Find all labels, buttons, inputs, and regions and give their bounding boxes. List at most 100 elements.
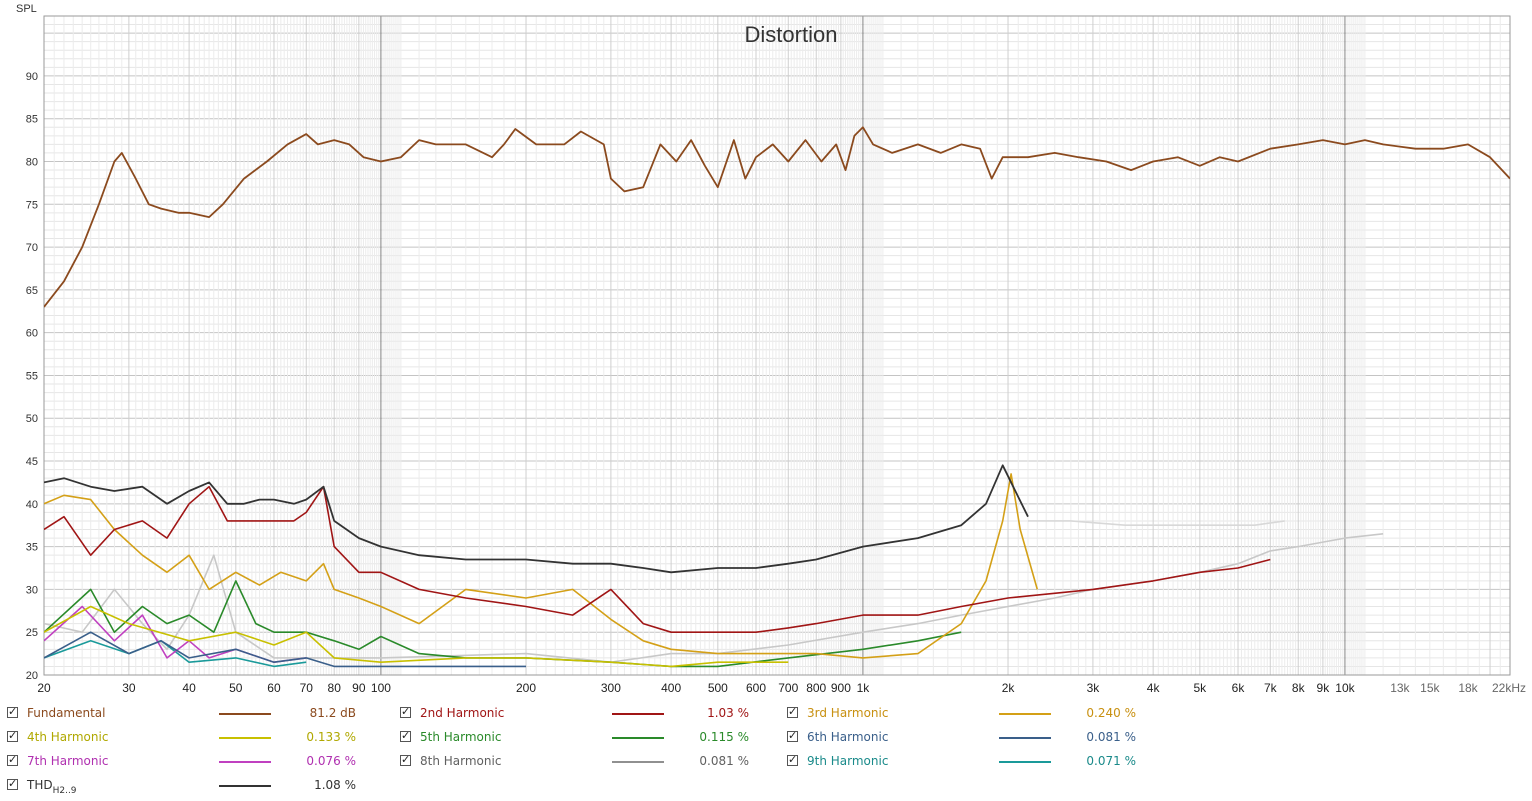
x-tick-label: 20 [37, 681, 51, 695]
x-tick-label: 1k [857, 681, 871, 695]
legend-swatch [219, 737, 271, 739]
legend-label: 3rd Harmonic [807, 706, 888, 720]
legend-value: 0.115 % [699, 730, 749, 744]
y-tick-label: 35 [26, 542, 38, 554]
legend-label: 7th Harmonic [27, 754, 108, 768]
x-tick-label: 700 [778, 681, 798, 695]
x-tick-label: 40 [182, 681, 196, 695]
y-tick-label: 60 [26, 328, 38, 340]
legend-checkbox[interactable] [400, 753, 411, 766]
legend-row: THDH2..9 1.08 % [0, 776, 1532, 796]
legend-swatch [612, 713, 664, 715]
legend-value: 1.03 % [707, 706, 749, 720]
legend-item: 6th Harmonic 0.081 % [780, 728, 1160, 748]
chart-legend: Fundamental 81.2 dB 2nd Harmonic 1.03 % 3rd … [0, 700, 1532, 801]
series-line-fundamental [44, 126, 1510, 308]
x-tick-label: 3k [1087, 681, 1101, 695]
legend-swatch [219, 785, 271, 787]
legend-item: 2nd Harmonic 1.03 % [393, 704, 773, 724]
legend-value: 0.071 % [1086, 754, 1136, 768]
series-line-extra [1028, 520, 1285, 526]
x-tick-label: 2k [1002, 681, 1016, 695]
legend-checkbox[interactable] [7, 705, 18, 718]
x-tick-label: 200 [516, 681, 536, 695]
legend-swatch [999, 713, 1051, 715]
legend-swatch [219, 761, 271, 763]
legend-checkbox[interactable] [787, 729, 798, 742]
x-tick-label: 18k [1458, 681, 1478, 695]
legend-swatch [612, 761, 664, 763]
legend-label-text: 7th Harmonic [27, 754, 109, 768]
series-line-thd-h2-9 [44, 464, 1029, 574]
legend-value: 0.081 % [1086, 730, 1136, 744]
legend-item: 4th Harmonic 0.133 % [0, 728, 380, 748]
legend-checkbox[interactable] [7, 777, 18, 790]
series-line-2nd-harmonic [44, 485, 1271, 633]
legend-label-text: 4th Harmonic [27, 730, 109, 744]
legend-label-text: 8th Harmonic [420, 754, 502, 768]
legend-checkbox[interactable] [400, 705, 411, 718]
x-tick-label: 400 [661, 681, 681, 695]
x-tick-label: 600 [746, 681, 766, 695]
legend-item: Fundamental 81.2 dB [0, 704, 380, 724]
series-line-5th-harmonic [44, 580, 962, 668]
legend-value: 81.2 dB [309, 706, 356, 720]
legend-swatch [612, 737, 664, 739]
x-tick-label: 5k [1194, 681, 1208, 695]
series-line-6th-harmonic [44, 631, 526, 668]
legend-label: THDH2..9 [27, 778, 77, 796]
x-tick-label: 70 [300, 681, 314, 695]
x-tick-label: 4k [1147, 681, 1161, 695]
legend-checkbox[interactable] [787, 753, 798, 766]
legend-label: Fundamental [27, 706, 106, 720]
legend-value: 1.08 % [314, 778, 356, 792]
x-tick-label: 7k [1264, 681, 1278, 695]
legend-swatch [999, 761, 1051, 763]
x-tick-label: 6k [1232, 681, 1246, 695]
legend-checkbox[interactable] [787, 705, 798, 718]
legend-item: 8th Harmonic 0.081 % [393, 752, 773, 772]
y-tick-label: 55 [26, 370, 38, 382]
y-tick-label: 25 [26, 627, 38, 639]
legend-value: 0.240 % [1086, 706, 1136, 720]
legend-checkbox[interactable] [7, 729, 18, 742]
legend-label: 8th Harmonic [420, 754, 501, 768]
y-tick-label: 50 [26, 413, 38, 425]
x-tick-label: 9k [1317, 681, 1331, 695]
legend-swatch [999, 737, 1051, 739]
legend-row: Fundamental 81.2 dB 2nd Harmonic 1.03 % 3rd … [0, 704, 1532, 724]
legend-value: 0.076 % [306, 754, 356, 768]
legend-value: 0.133 % [306, 730, 356, 744]
legend-label-text: 5th Harmonic [420, 730, 502, 744]
legend-row: 7th Harmonic 0.076 % 8th Harmonic 0.081 % 9t… [0, 752, 1532, 772]
series-line-4th-harmonic [44, 605, 789, 668]
x-tick-label: 30 [122, 681, 136, 695]
legend-label: 9th Harmonic [807, 754, 888, 768]
legend-item: THDH2..9 1.08 % [0, 776, 380, 796]
chart-title: Distortion [745, 22, 838, 47]
chart-svg: 20 25 30 35 40 45 50 55 60 65 70 75 80 85 90 SPL 20 30 40 5… [16, 3, 1526, 695]
legend-item: 3rd Harmonic 0.240 % [780, 704, 1160, 724]
x-tick-label: 15k [1420, 681, 1440, 695]
legend-label-subscript: H2..9 [52, 786, 77, 796]
plot-border [43, 15, 1511, 676]
series-line-3rd-harmonic [44, 473, 1039, 659]
legend-row: 4th Harmonic 0.133 % 5th Harmonic 0.115 % 6t… [0, 728, 1532, 748]
y-tick-label: 80 [26, 156, 38, 168]
distortion-chart: 20 25 30 35 40 45 50 55 60 65 70 75 80 85 90 SPL 20 30 40 5… [16, 3, 1526, 695]
x-tick-label: 500 [708, 681, 728, 695]
legend-label: 4th Harmonic [27, 730, 108, 744]
legend-item: 7th Harmonic 0.076 % [0, 752, 380, 772]
x-tick-label: 8k [1292, 681, 1306, 695]
x-tick-label: 50 [229, 681, 243, 695]
x-tick-label: 22kHz [1492, 681, 1526, 695]
legend-label: 6th Harmonic [807, 730, 888, 744]
legend-checkbox[interactable] [400, 729, 411, 742]
y-tick-label: 45 [26, 456, 38, 468]
y-tick-label: 85 [26, 114, 38, 126]
y-tick-label: 90 [26, 71, 38, 83]
legend-checkbox[interactable] [7, 753, 18, 766]
y-tick-label: 30 [26, 584, 38, 596]
legend-label: 5th Harmonic [420, 730, 501, 744]
legend-label-text: 3rd Harmonic [807, 706, 889, 720]
